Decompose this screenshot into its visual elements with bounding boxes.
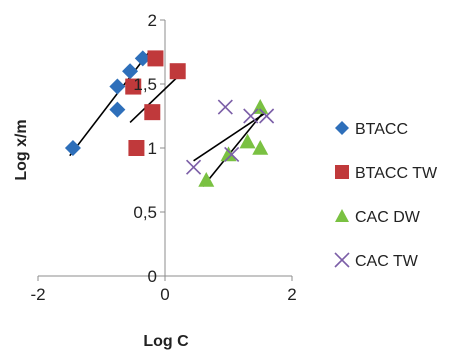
- cac-tw-point: [187, 160, 201, 174]
- legend-cac-tw-marker: [335, 253, 349, 267]
- btacc-tw-point: [144, 104, 160, 120]
- trendlines: [70, 52, 267, 186]
- y-tick-label: 2: [148, 11, 157, 30]
- legend: BTACC BTACC TW CAC DW CAC TW: [335, 121, 438, 270]
- cac-tw-point: [244, 109, 258, 123]
- legend-btacc-tw-marker: [335, 165, 349, 179]
- x-tick-label: 0: [160, 285, 169, 304]
- legend-cac-tw-label: CAC TW: [355, 253, 419, 270]
- btacc-point: [109, 102, 125, 118]
- y-tick-label: 1,5: [133, 75, 157, 94]
- x-axis-label: Log C: [143, 333, 189, 350]
- data-markers: [65, 50, 274, 186]
- btacc-point: [109, 79, 125, 95]
- y-tick-label: 0: [148, 267, 157, 286]
- legend-btacc-marker: [335, 121, 349, 135]
- legend-cac-dw-marker: [335, 209, 349, 222]
- cac-dw-point: [240, 134, 256, 149]
- btacc-tw-point: [170, 63, 186, 79]
- cac-dw-point: [198, 172, 214, 187]
- btacc-point: [65, 140, 81, 156]
- x-tick-label: 2: [287, 285, 296, 304]
- y-tick-label: 1: [148, 139, 157, 158]
- btacc-tw-point: [147, 50, 163, 66]
- legend-btacc-tw-label: BTACC TW: [355, 165, 438, 182]
- cac-tw-point: [218, 100, 232, 114]
- tick-labels: 0 0,5 1 1,5 2 -2 0 2: [30, 11, 296, 304]
- x-tick-label: -2: [30, 285, 45, 304]
- y-axis-label: Log x/m: [13, 119, 30, 180]
- legend-cac-dw-label: CAC DW: [355, 209, 421, 226]
- btacc-tw-point: [128, 140, 144, 156]
- y-tick-label: 0,5: [133, 203, 157, 222]
- legend-btacc-label: BTACC: [355, 121, 408, 138]
